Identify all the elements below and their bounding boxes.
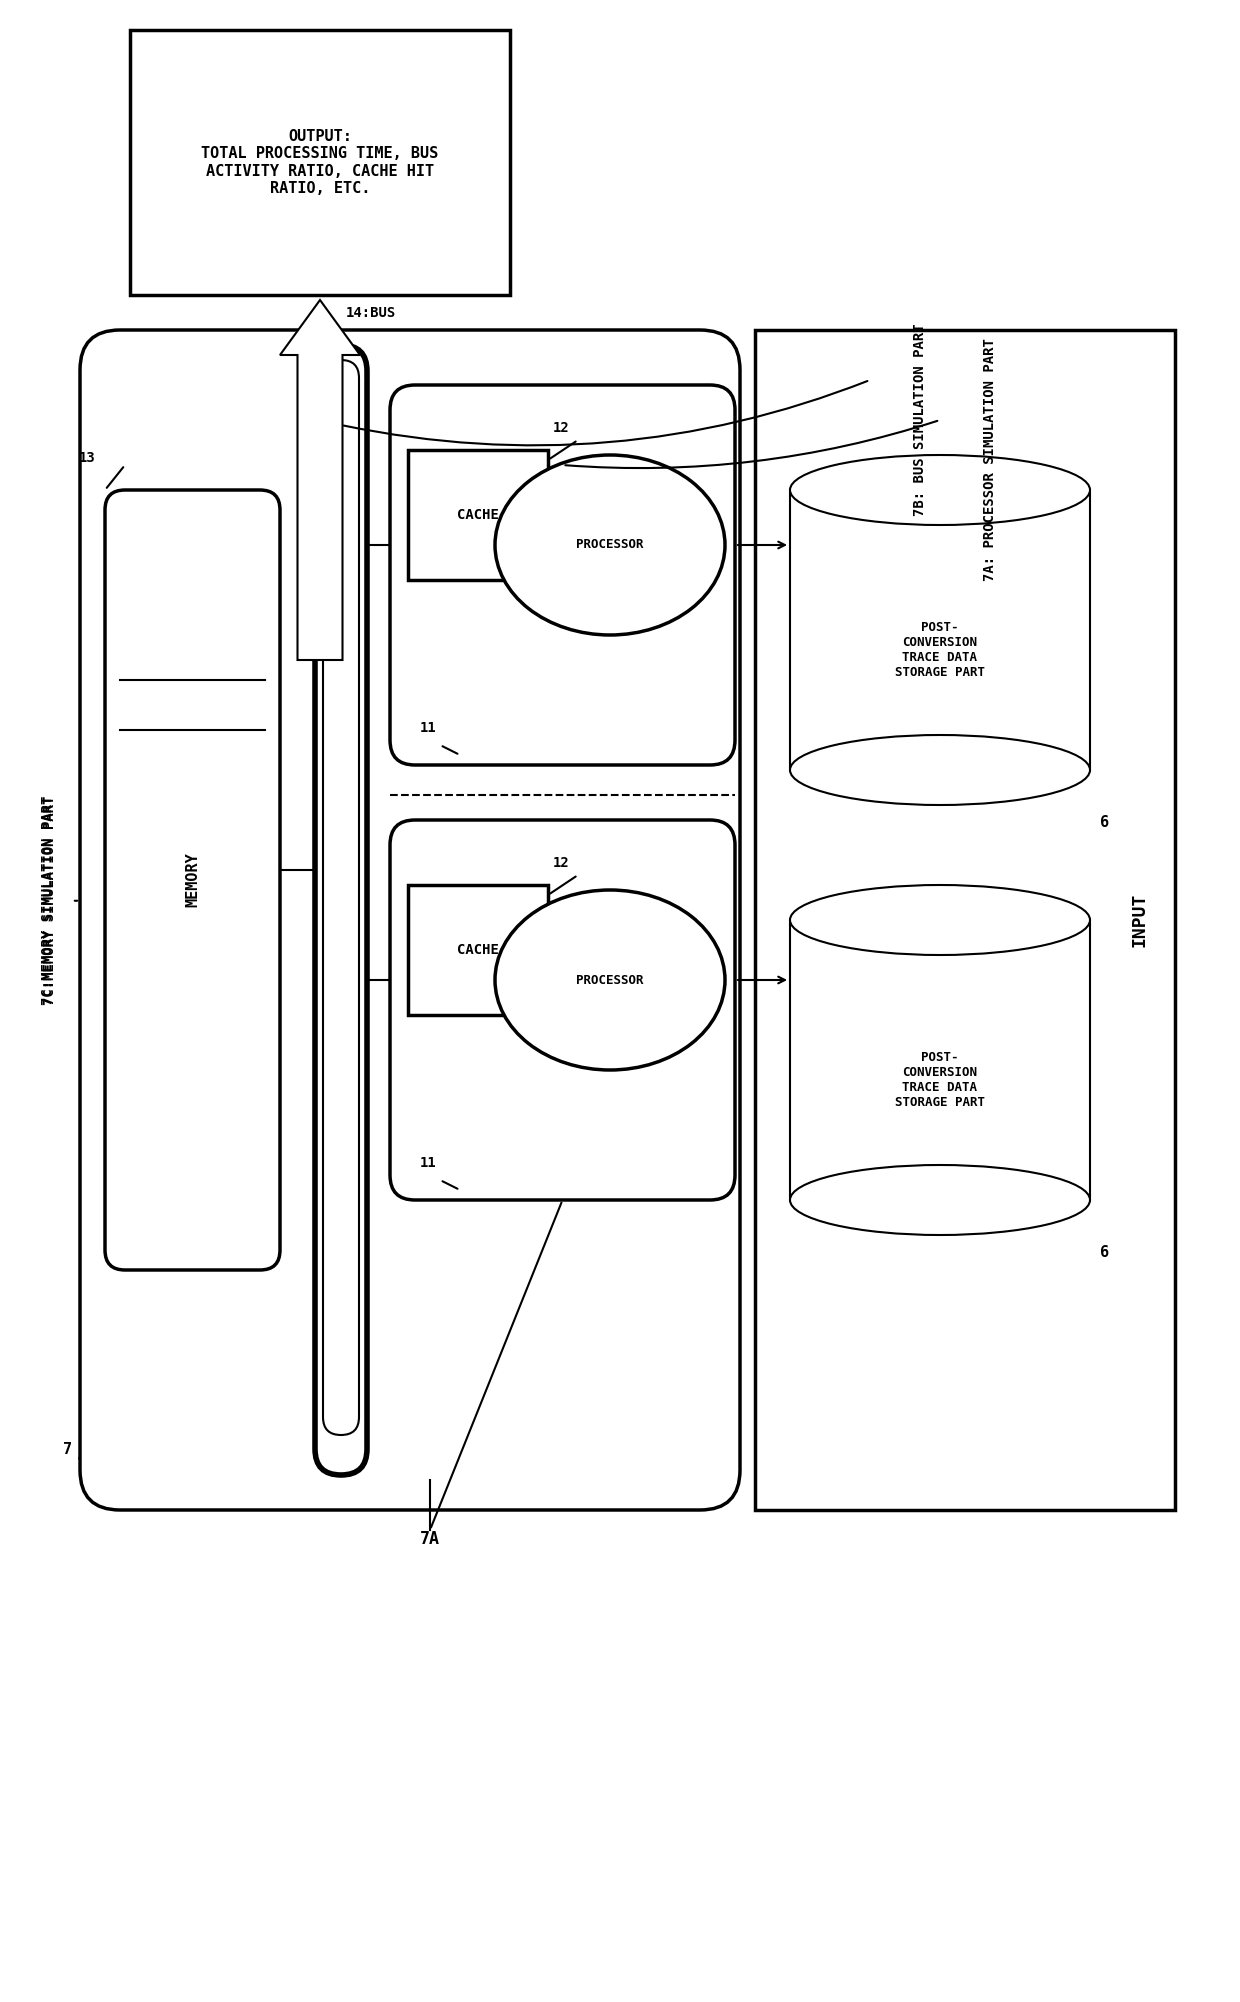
Text: 7A: 7A (420, 1530, 440, 1548)
Ellipse shape (495, 454, 725, 635)
Text: 12: 12 (553, 420, 569, 434)
Text: 6: 6 (1100, 815, 1109, 831)
Bar (130, 30, 510, 294)
FancyBboxPatch shape (315, 344, 367, 1475)
Text: 7C:MEMORY SIMULATION PART: 7C:MEMORY SIMULATION PART (41, 795, 55, 1005)
Bar (790, 490, 1090, 771)
Ellipse shape (790, 885, 1090, 955)
Text: MEMORY: MEMORY (185, 853, 200, 907)
Bar (755, 330, 1176, 1510)
Bar (790, 921, 1090, 1199)
Text: INPUT: INPUT (1131, 893, 1149, 947)
Ellipse shape (790, 1165, 1090, 1235)
Text: OUTPUT:
TOTAL PROCESSING TIME, BUS
ACTIVITY RATIO, CACHE HIT
RATIO, ETC.: OUTPUT: TOTAL PROCESSING TIME, BUS ACTIV… (201, 128, 439, 196)
Bar (408, 885, 548, 1015)
Ellipse shape (790, 735, 1090, 805)
Text: PROCESSOR: PROCESSOR (577, 539, 644, 551)
Text: 12: 12 (553, 857, 569, 871)
Text: 7A: PROCESSOR SIMULATION PART: 7A: PROCESSOR SIMULATION PART (983, 338, 997, 581)
Text: 14:BUS: 14:BUS (346, 306, 397, 320)
Text: 7B: BUS SIMULATION PART: 7B: BUS SIMULATION PART (913, 324, 928, 517)
Bar (408, 450, 548, 581)
FancyBboxPatch shape (105, 490, 280, 1269)
Text: 6: 6 (1100, 1245, 1109, 1259)
FancyBboxPatch shape (391, 821, 735, 1199)
FancyBboxPatch shape (322, 360, 360, 1435)
Text: CACHE: CACHE (458, 943, 498, 957)
FancyBboxPatch shape (81, 330, 740, 1510)
Ellipse shape (790, 454, 1090, 525)
Text: 11: 11 (420, 1155, 436, 1169)
Ellipse shape (495, 891, 725, 1069)
Text: POST-
CONVERSION
TRACE DATA
STORAGE PART: POST- CONVERSION TRACE DATA STORAGE PART (895, 621, 985, 679)
Text: CACHE: CACHE (458, 509, 498, 523)
Polygon shape (280, 300, 360, 661)
Text: 11: 11 (420, 721, 436, 735)
Text: POST-
CONVERSION
TRACE DATA
STORAGE PART: POST- CONVERSION TRACE DATA STORAGE PART (895, 1051, 985, 1109)
Text: 13: 13 (78, 450, 95, 464)
Text: 7C:MEMORY SIMULATION PART: 7C:MEMORY SIMULATION PART (43, 795, 57, 1005)
FancyBboxPatch shape (391, 384, 735, 765)
Text: 7: 7 (63, 1443, 72, 1457)
Text: PROCESSOR: PROCESSOR (577, 973, 644, 987)
